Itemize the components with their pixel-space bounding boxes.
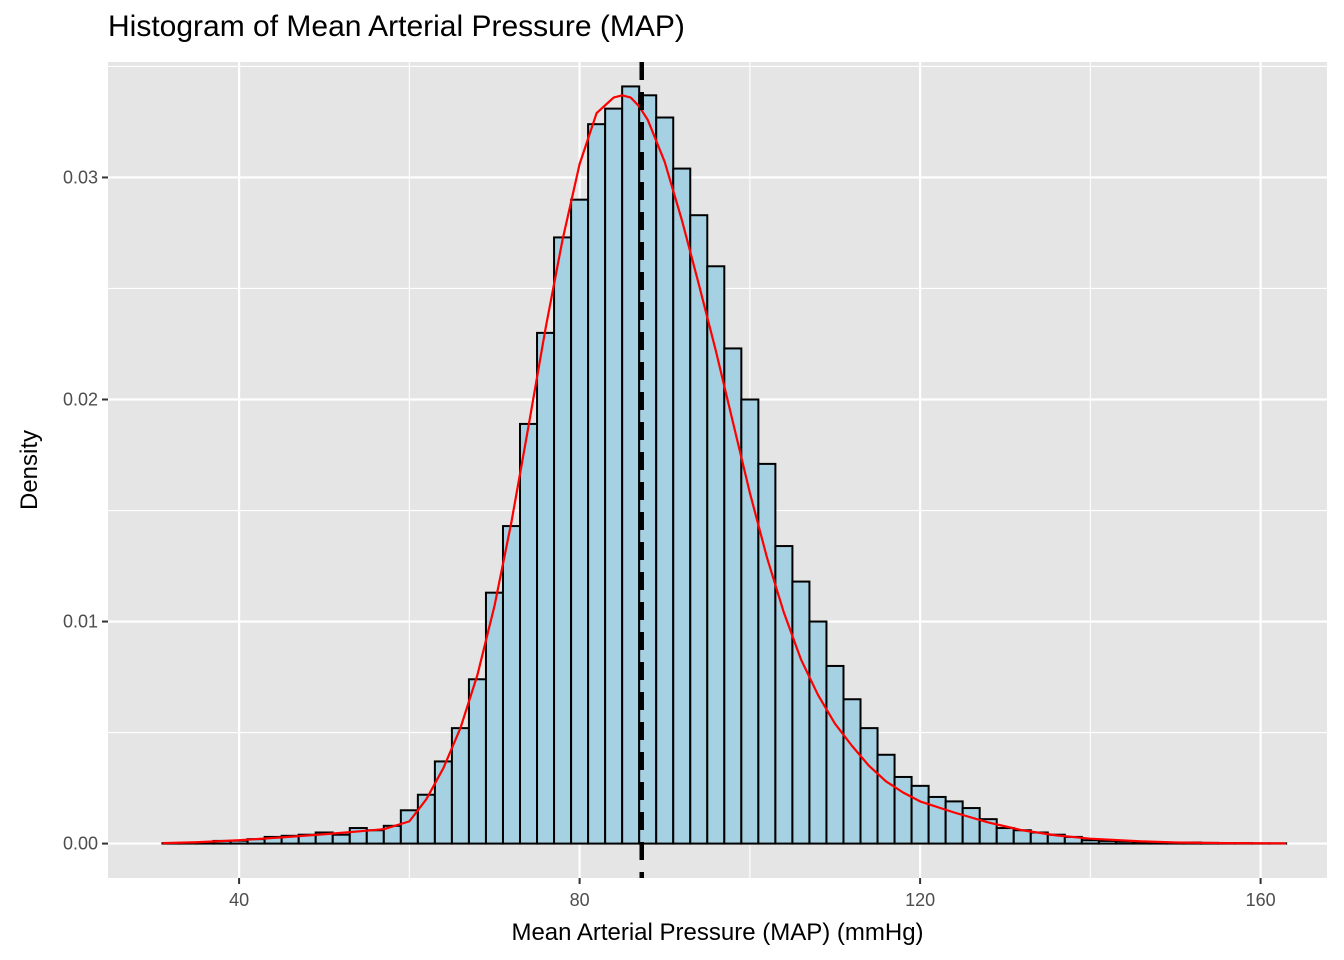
histogram-bar: [519, 422, 539, 845]
y-tick-label: 0.01: [63, 612, 98, 632]
histogram-bar: [961, 807, 981, 845]
minor-gridlines: [108, 62, 1327, 878]
histogram-bar: [1080, 839, 1100, 845]
histogram-bar: [416, 793, 436, 845]
histogram-bar: [570, 198, 590, 845]
density-curve: [162, 94, 1287, 845]
y-tick-label: 0.02: [63, 390, 98, 410]
x-tick-label: 40: [229, 890, 249, 910]
histogram-bar: [450, 727, 470, 845]
histogram-bar: [604, 107, 624, 845]
histogram-bar: [621, 85, 641, 845]
histogram-bar: [655, 116, 675, 845]
histogram-bar: [910, 784, 930, 845]
histogram-bar: [501, 525, 522, 845]
y-axis-ticks: 0.00 0.01 0.02 0.03: [63, 167, 108, 854]
histogram-bar: [893, 775, 913, 845]
histogram-bar: [791, 580, 811, 845]
y-tick-label: 0.03: [63, 167, 98, 187]
chart-title: Histogram of Mean Arterial Pressure (MAP…: [108, 10, 685, 43]
histogram-bar: [825, 664, 845, 845]
histogram-bar: [553, 236, 573, 845]
histogram-bar: [536, 331, 556, 845]
histogram-bar: [433, 760, 453, 845]
histogram-bar: [672, 167, 692, 845]
histogram-bar: [995, 827, 1015, 845]
x-axis-title: Mean Arterial Pressure (MAP) (mmHg): [511, 919, 923, 946]
histogram-bar: [757, 462, 777, 845]
histogram-bar: [365, 829, 385, 845]
histogram-bar: [587, 123, 607, 845]
y-tick-label: 0.00: [63, 834, 98, 854]
histogram-bar: [331, 833, 351, 845]
x-axis-ticks: 40 80 120 160: [229, 878, 1276, 910]
x-tick-label: 160: [1246, 890, 1276, 910]
histogram-bar: [1097, 839, 1117, 845]
histogram-bar: [876, 753, 896, 845]
histogram-bar: [842, 698, 862, 845]
histogram-bar: [808, 620, 828, 845]
histogram-bar: [859, 727, 879, 845]
histogram-bar: [944, 800, 964, 845]
y-axis-title: Density: [16, 430, 43, 510]
histogram-bars: [161, 85, 1288, 845]
histogram-bar: [467, 678, 487, 845]
x-tick-label: 80: [570, 890, 590, 910]
x-tick-label: 120: [905, 890, 935, 910]
